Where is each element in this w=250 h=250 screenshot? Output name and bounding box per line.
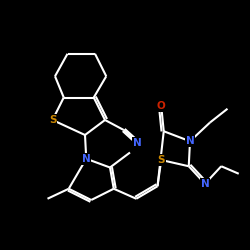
Text: S: S	[49, 115, 56, 125]
Text: N: N	[200, 179, 209, 189]
Text: N: N	[186, 136, 194, 146]
Text: S: S	[158, 155, 165, 165]
Text: O: O	[157, 101, 166, 111]
Text: N: N	[133, 138, 142, 147]
Text: N: N	[82, 154, 90, 164]
